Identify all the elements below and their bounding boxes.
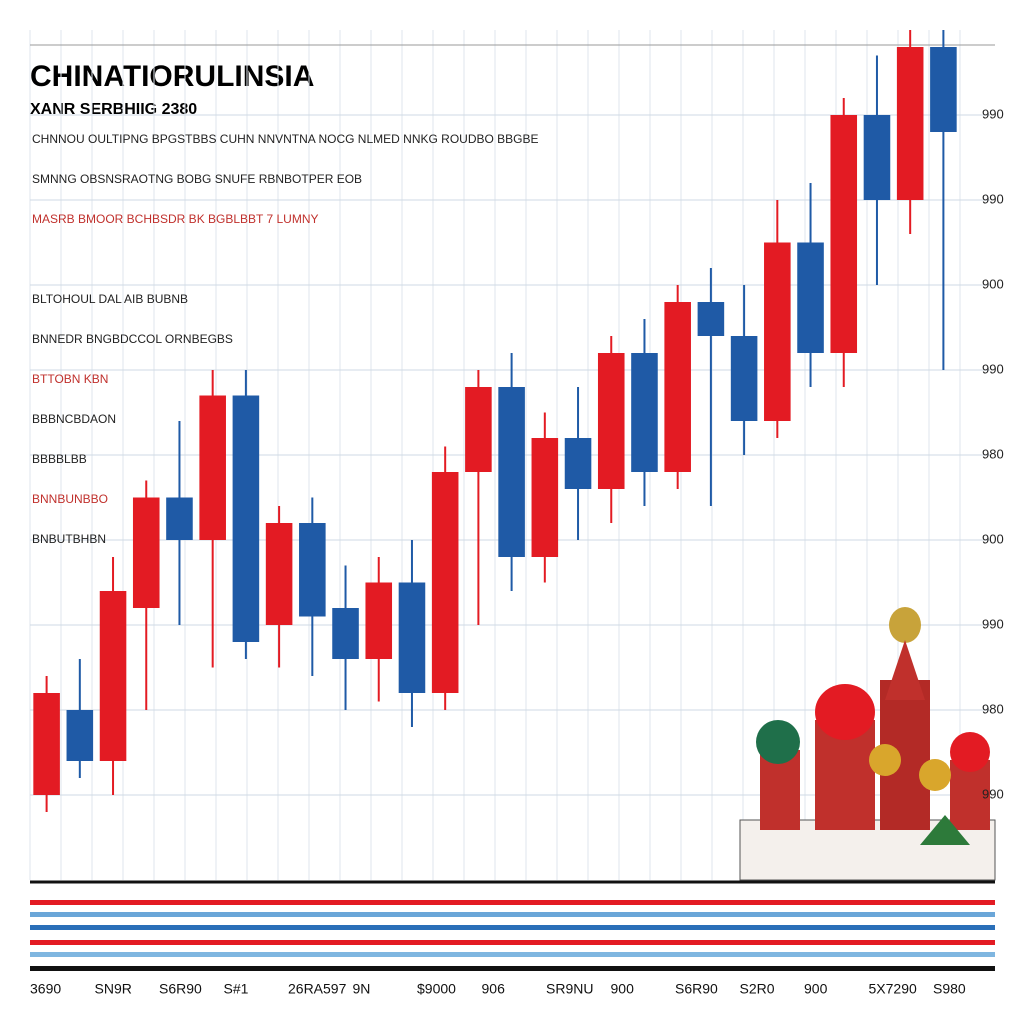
candle-body [498, 387, 525, 557]
footer-label: 900 [804, 981, 828, 997]
candle-body [33, 693, 60, 795]
candle-body [764, 242, 791, 421]
candle-body [863, 115, 891, 200]
y-tick-label: 990 [982, 786, 1004, 801]
footer-label: S980 [933, 981, 966, 997]
footer-stripe [30, 940, 995, 945]
candle-body [199, 395, 226, 540]
footer-stripe [30, 952, 995, 957]
candle-body [896, 47, 924, 200]
footer-label: 906 [482, 981, 506, 997]
annotation: BBBNCBDAON [32, 412, 116, 426]
candle-body [232, 395, 260, 642]
y-tick-label: 900 [982, 276, 1004, 291]
footer-label: 900 [611, 981, 635, 997]
candle-body [597, 353, 625, 489]
candle-body [830, 115, 858, 353]
footer-stripe [30, 925, 995, 930]
cathedral [739, 607, 996, 881]
y-tick-label: 980 [982, 701, 1004, 716]
annotation: MASRB BMOOR BCHBSDR BK BGBLBBT 7 LUMNY [32, 212, 319, 226]
candle-body [431, 472, 459, 693]
y-tick-label: 990 [982, 361, 1004, 376]
annotation: SMNNG OBSNSRAOTNG BOBG SNUFE RBNBOTPER E… [32, 172, 362, 186]
y-tick-label: 990 [982, 191, 1004, 206]
candle-body [930, 47, 957, 132]
candle-body [697, 302, 725, 336]
y-tick-label: 980 [982, 446, 1004, 461]
footer-label: S#1 [224, 981, 249, 997]
annotation: BNBUTBHBN [32, 532, 106, 546]
candle-body [531, 438, 559, 557]
chart-title: CHINATIORULINSIA [30, 60, 314, 93]
candle-body [166, 497, 193, 540]
candle-body [664, 302, 691, 472]
annotation: BLTOHOUL DAL AIB BUBNB [32, 292, 188, 306]
footer-stripe [30, 966, 995, 971]
annotation: BNNEDR BNGBDCCOL ORNBEGBS [32, 332, 233, 346]
footer-label: 5X7290 [869, 981, 917, 997]
annotation: BTTOBN KBN [32, 372, 108, 386]
candle-body [730, 336, 758, 421]
annotation: BBBBLBB [32, 452, 87, 466]
candle-body [631, 353, 658, 472]
y-tick-label: 990 [982, 616, 1004, 631]
footer-label: SN9R [95, 981, 132, 997]
candle-body [299, 523, 326, 617]
candle-body [797, 242, 824, 353]
candle-body [398, 582, 426, 693]
footer-stripe [30, 912, 995, 917]
candle-body [332, 608, 359, 659]
candle-body [465, 387, 492, 472]
candle-body [99, 591, 127, 761]
footer-label: 3690 [30, 981, 61, 997]
footer-label: S6R90 [159, 981, 202, 997]
footer-label: S2R0 [740, 981, 775, 997]
annotation: CHNNOU OULTIPNG BPGSTBBS CUHN NNVNTNA NO… [32, 132, 539, 146]
candle-body [265, 523, 293, 625]
footer-label: 26RA597 [288, 981, 347, 997]
footer-label: SR9NU [546, 981, 593, 997]
annotation: BNNBUNBBO [32, 492, 108, 506]
footer-label: $9000 [417, 981, 456, 997]
footer-stripe [30, 900, 995, 905]
candle-body [564, 438, 592, 489]
y-tick-label: 990 [982, 106, 1004, 121]
footer-label: S6R90 [675, 981, 718, 997]
footer-label: 9N [353, 981, 371, 997]
candle-body [66, 710, 94, 761]
candle-body [365, 582, 393, 659]
candle-body [132, 497, 160, 608]
chart-subtitle: XANR SERBHIIG 2380 [30, 101, 197, 118]
y-tick-label: 900 [982, 531, 1004, 546]
